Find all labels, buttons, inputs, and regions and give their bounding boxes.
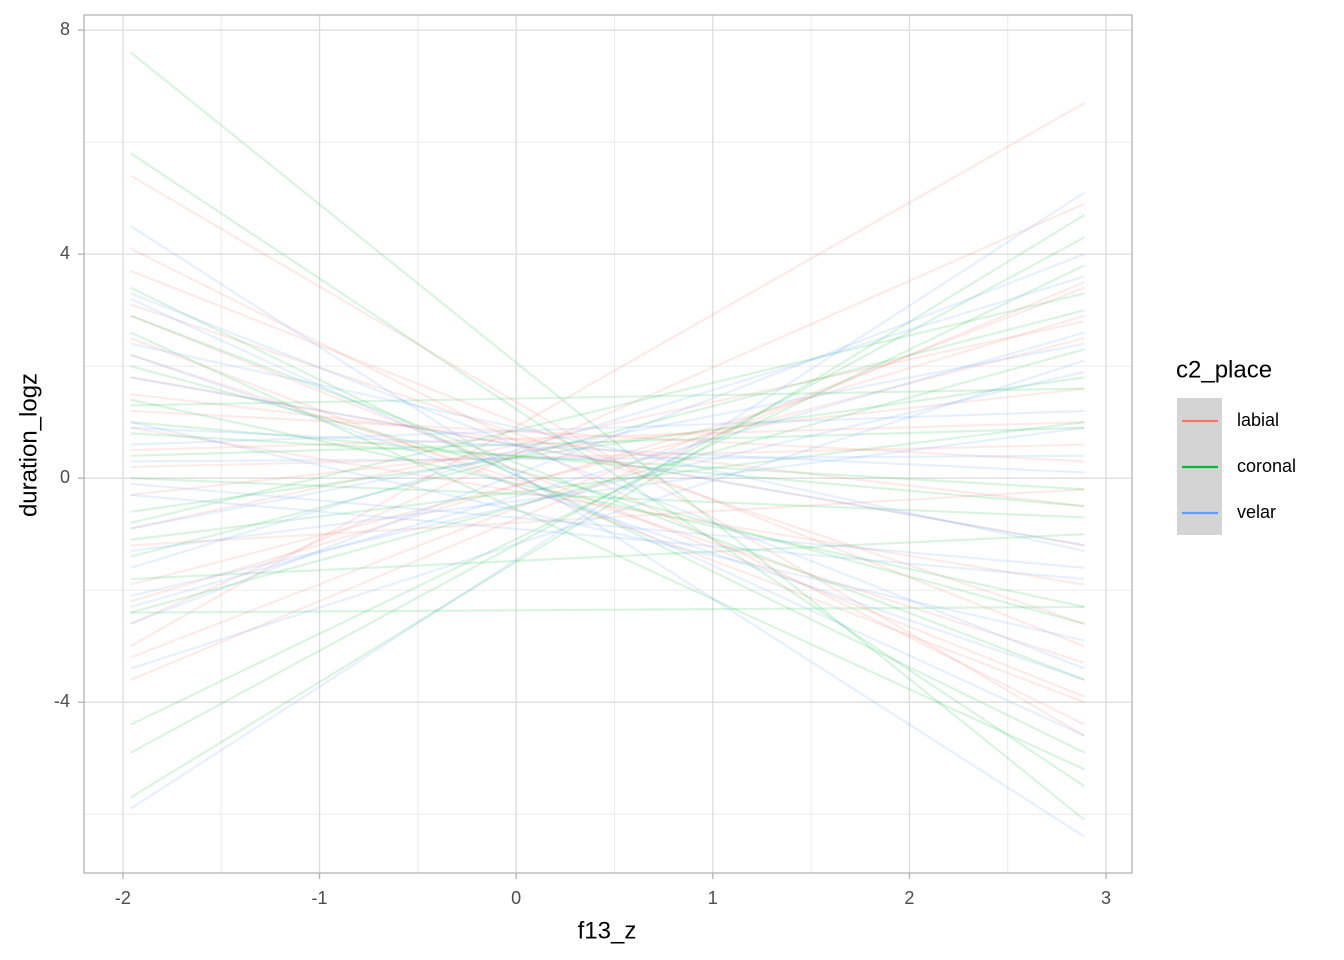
line [130, 376, 1085, 513]
line [130, 370, 1085, 597]
line [130, 398, 1085, 609]
line [130, 337, 1085, 704]
y-tick-label: 0 [60, 467, 70, 487]
line [130, 533, 1085, 581]
line [130, 393, 1085, 508]
x-tick-label: 1 [708, 888, 718, 908]
x-axis-title: f13_z [578, 917, 637, 944]
line [130, 213, 1085, 799]
line [130, 426, 1085, 457]
line [130, 247, 1085, 726]
line [130, 314, 1085, 698]
line [130, 314, 1085, 603]
line [130, 421, 1085, 508]
x-tick-label: -2 [115, 888, 131, 908]
line [130, 303, 1085, 625]
line [130, 605, 1085, 614]
line [130, 365, 1085, 625]
line [130, 342, 1085, 553]
x-tick-label: 2 [904, 888, 914, 908]
line [130, 264, 1085, 726]
line [130, 353, 1085, 681]
line [130, 432, 1085, 491]
line [130, 331, 1085, 771]
line [130, 342, 1085, 530]
line [130, 314, 1085, 681]
line [130, 286, 1085, 659]
y-axis-title: duration_logz [15, 373, 42, 517]
line [130, 225, 1086, 838]
x-tick-label: 3 [1101, 888, 1111, 908]
line [130, 376, 1085, 547]
panel-border [83, 14, 1133, 874]
line [130, 348, 1085, 614]
y-tick-label: 4 [60, 243, 70, 263]
line [130, 202, 1085, 625]
line [130, 331, 1085, 609]
x-tick-label: 0 [511, 888, 521, 908]
line [130, 387, 1085, 407]
line [130, 152, 1086, 788]
line [130, 320, 1085, 530]
line [130, 421, 1085, 642]
line [130, 493, 1085, 581]
line [130, 454, 1085, 463]
y-tick-label: -4 [54, 691, 70, 711]
line [130, 269, 1085, 648]
line [130, 275, 1085, 569]
line [130, 426, 1085, 586]
line [130, 191, 1086, 810]
line [130, 337, 1085, 586]
legend-title: c2_place [1176, 356, 1272, 383]
line [130, 297, 1085, 737]
line [130, 51, 1086, 821]
line [130, 174, 1085, 737]
y-tick-label: 8 [60, 19, 70, 39]
line [130, 421, 1085, 541]
x-tick-label: -1 [312, 888, 328, 908]
line [130, 236, 1085, 754]
line [130, 421, 1085, 452]
line [130, 253, 1085, 625]
line [130, 353, 1085, 665]
line [130, 387, 1085, 497]
line [130, 482, 1085, 569]
line [130, 488, 1085, 547]
line [130, 292, 1085, 670]
legend-label: velar [1237, 502, 1276, 522]
line [130, 309, 1085, 558]
line [130, 426, 1085, 553]
line [130, 101, 1085, 648]
legend-label: coronal [1237, 456, 1296, 476]
line [130, 409, 1085, 463]
line [130, 477, 1085, 519]
line [130, 292, 1085, 525]
line [130, 286, 1085, 754]
line [130, 376, 1085, 547]
line [130, 426, 1085, 474]
legend-label: labial [1237, 410, 1279, 430]
line [130, 443, 1085, 469]
line [130, 409, 1085, 446]
line [130, 281, 1085, 681]
line [130, 359, 1085, 670]
